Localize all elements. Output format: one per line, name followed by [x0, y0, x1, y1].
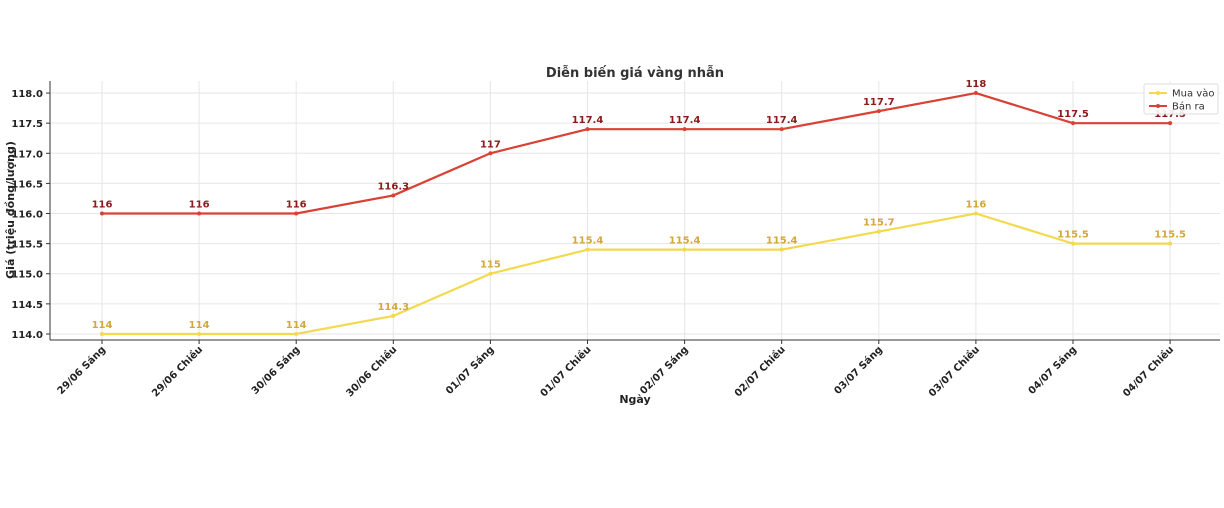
- chart-title: Diễn biến giá vàng nhẫn: [546, 66, 724, 81]
- x-tick-label: 29/06 Chiều: [149, 343, 205, 399]
- data-label: 115.4: [766, 236, 798, 247]
- data-point: [100, 211, 104, 216]
- data-label: 117.4: [766, 115, 798, 126]
- data-point: [197, 331, 202, 336]
- data-label: 115.5: [1057, 230, 1089, 241]
- data-point: [779, 247, 784, 252]
- legend-marker-2: [1156, 104, 1160, 108]
- data-point: [682, 127, 687, 132]
- x-tick-label: 29/06 Sáng: [55, 344, 108, 397]
- data-label: 114.3: [377, 302, 409, 313]
- data-point: [197, 211, 202, 216]
- data-label: 117: [480, 139, 501, 150]
- data-point: [585, 247, 590, 252]
- data-label: 116: [965, 200, 986, 211]
- y-tick-label: 115.5: [11, 240, 43, 251]
- data-point: [973, 91, 978, 96]
- data-point: [1168, 121, 1173, 126]
- y-tick-label: 117.5: [11, 119, 43, 130]
- data-label: 116: [92, 200, 113, 211]
- legend-marker-1: [1156, 91, 1160, 95]
- data-point: [973, 211, 978, 216]
- data-point: [488, 151, 493, 156]
- x-axis-label: Ngày: [619, 393, 650, 406]
- data-point: [391, 313, 396, 318]
- data-point: [294, 331, 299, 336]
- y-tick-label: 117.0: [11, 149, 43, 160]
- data-point: [1071, 121, 1075, 126]
- y-tick-label: 116.5: [11, 179, 43, 190]
- data-label: 116.3: [377, 181, 409, 192]
- data-point: [876, 229, 881, 234]
- data-label: 114: [286, 320, 307, 331]
- series-line-1: [102, 212, 1171, 336]
- data-label: 118: [965, 79, 986, 90]
- x-tick-label: 03/07 Sáng: [832, 344, 885, 397]
- data-label: 115.4: [669, 236, 701, 247]
- data-label: 114: [92, 320, 113, 331]
- data-label: 116: [189, 200, 210, 211]
- data-labels: 114 114 114 114.3 115 115.4 115.4 115.4 115.7 116…: [92, 79, 1186, 331]
- data-label: 117.7: [863, 97, 895, 108]
- y-tick-label: 118.0: [11, 89, 43, 100]
- y-tick-label: 114.0: [11, 330, 43, 341]
- data-point: [682, 247, 687, 252]
- data-label: 117.5: [1057, 109, 1089, 120]
- legend-label-1: Mua vào: [1172, 88, 1214, 100]
- series-lines: [100, 91, 1173, 336]
- y-tick-label: 114.5: [11, 300, 43, 311]
- data-label: 117.5: [1154, 109, 1186, 120]
- x-tick-label: 04/07 Sáng: [1026, 344, 1079, 397]
- y-axis-label: Giá (triệu đồng/lượng): [4, 141, 17, 279]
- x-tick-label: 01/07 Chiều: [537, 343, 593, 399]
- data-label: 115.5: [1154, 230, 1186, 241]
- x-tick-label: 04/07 Chiều: [1120, 343, 1176, 399]
- y-tick-label: 115.0: [11, 270, 43, 281]
- data-point: [876, 109, 881, 114]
- data-label: 114: [189, 320, 210, 331]
- data-point: [488, 271, 493, 276]
- x-tick-label: 03/07 Chiều: [926, 343, 982, 399]
- x-tick-label: 30/06 Sáng: [249, 344, 302, 397]
- x-tick-label: 02/07 Sáng: [638, 344, 691, 397]
- data-point: [1071, 241, 1075, 246]
- data-label: 115: [480, 260, 501, 271]
- x-tick-label: 02/07 Chiều: [731, 343, 787, 399]
- grid-lines: [50, 81, 1220, 340]
- data-point: [391, 193, 396, 198]
- data-point: [585, 127, 590, 132]
- data-point: [100, 331, 104, 336]
- data-label: 115.7: [863, 218, 895, 229]
- data-label: 117.4: [572, 115, 604, 126]
- data-label: 117.4: [669, 115, 701, 126]
- x-tick-label: 30/06 Chiều: [343, 343, 399, 399]
- x-tick-label: 01/07 Sáng: [443, 344, 496, 397]
- data-point: [1168, 241, 1173, 246]
- y-tick-label: 116.0: [11, 210, 43, 221]
- data-label: 115.4: [572, 236, 604, 247]
- legend-label-2: Bán ra: [1172, 101, 1205, 113]
- data-point: [294, 211, 299, 216]
- data-label: 116: [286, 200, 307, 211]
- series-line-2: [102, 91, 1171, 215]
- data-point: [779, 127, 784, 132]
